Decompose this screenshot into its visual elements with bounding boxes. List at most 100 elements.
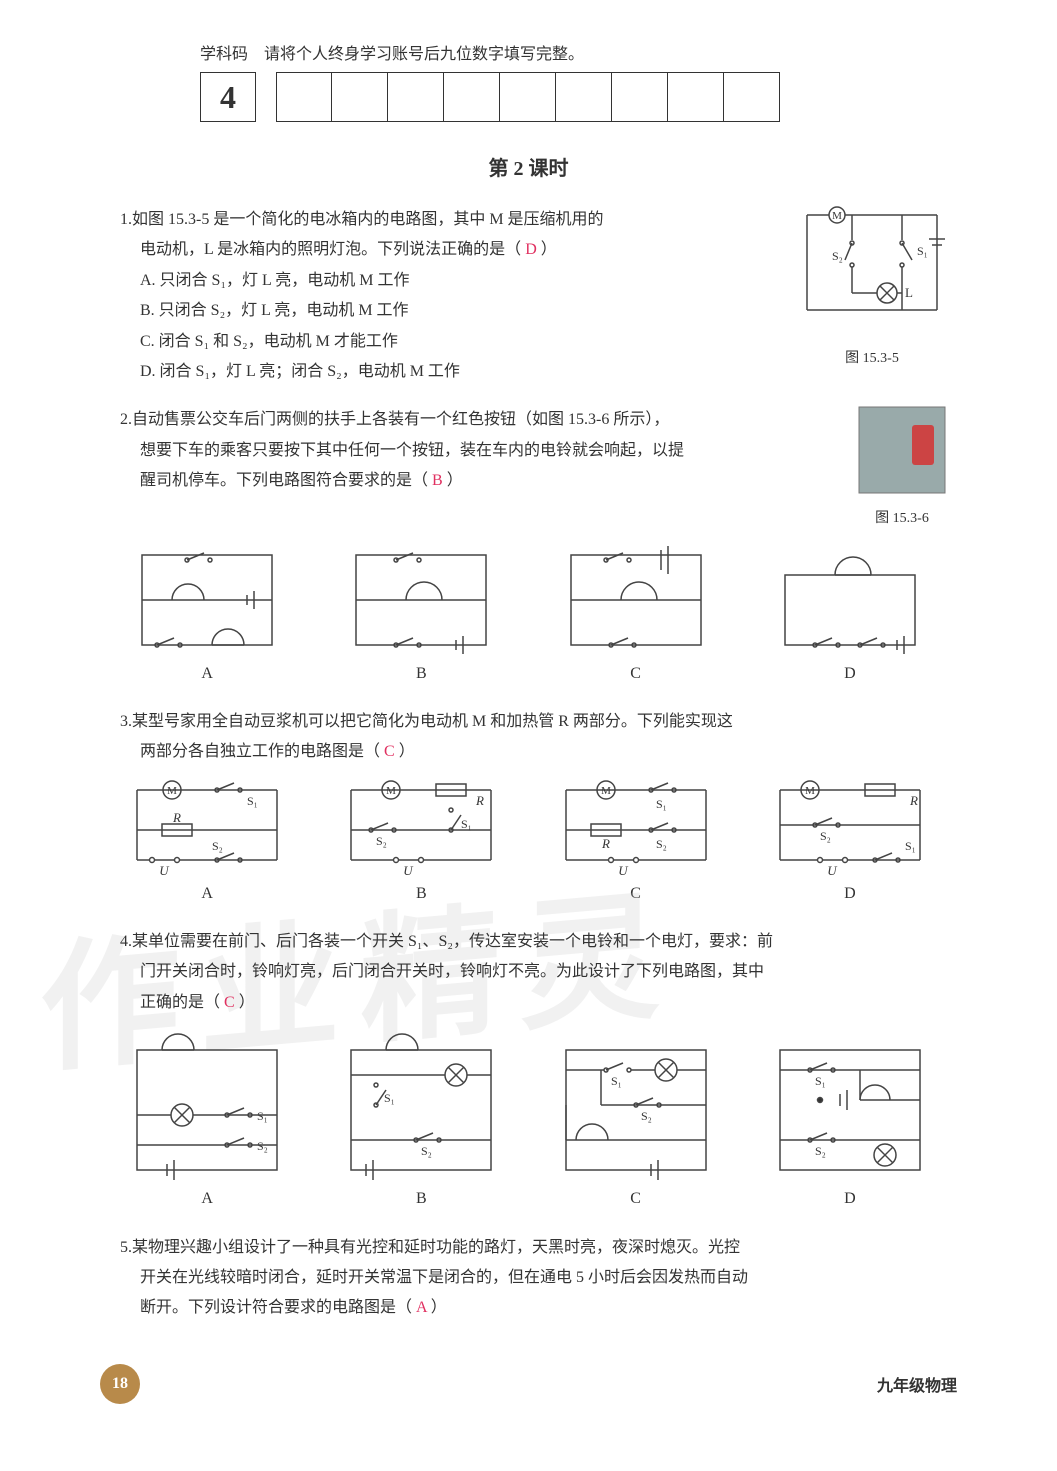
svg-text:M: M: [601, 785, 611, 797]
opt-label: C: [551, 879, 721, 909]
svg-text:R: R: [909, 793, 918, 808]
footer-label: 九年级物理: [877, 1372, 957, 1396]
q4-option-B: S₁ S₂ B: [336, 1030, 506, 1214]
svg-text:S₂: S₂: [641, 1109, 652, 1123]
q3-option-A: M S₁ R S₂ U A: [122, 780, 292, 909]
q2-close: ）: [447, 472, 463, 489]
page-footer: 18 九年级物理: [100, 1364, 957, 1404]
q1-answer: D: [521, 241, 541, 258]
question-1: M S₁ S₂ L 图 15.3-5 1.如图 15.3-5 是一个简化的电冰箱…: [100, 205, 957, 387]
fill-label: 请将个人终身学习账号后九位数字填写完整。: [264, 40, 584, 64]
digit-box-0: 4: [200, 72, 256, 122]
figure-15-3-5: M S₁ S₂ L 图 15.3-5: [787, 205, 957, 372]
svg-text:U: U: [159, 863, 170, 875]
q1-stem-l1: 如图 15.3-5 是一个简化的电冰箱内的电路图，其中 M 是压缩机用的: [132, 211, 604, 228]
q3-option-B: M R S₂ S₁ U B: [336, 780, 506, 909]
svg-text:S₁: S₁: [656, 797, 667, 811]
svg-text:S₁: S₁: [611, 1074, 622, 1088]
code-label: 学科码: [200, 40, 248, 64]
q5-stem-l3: 断开。下列设计符合要求的电路图是（: [140, 1299, 412, 1316]
q4-close: ）: [239, 994, 255, 1011]
q4-option-C: S₁ S₂ C: [551, 1030, 721, 1214]
question-2: 图 15.3-6 2.自动售票公交车后门两侧的扶手上各装有一个红色按钮（如图 1…: [100, 405, 957, 689]
q4-answer: C: [220, 994, 239, 1011]
q5-close: ）: [431, 1299, 447, 1316]
digit-boxes: 4: [200, 72, 957, 122]
q2-stem-l3: 醒司机停车。下列电路图符合要求的是（: [140, 472, 428, 489]
question-3: 3.某型号家用全自动豆浆机可以把它简化为电动机 M 和加热管 R 两部分。下列能…: [100, 707, 957, 909]
digit-box-7: [612, 72, 668, 122]
svg-text:S₂: S₂: [376, 834, 387, 848]
q2-option-D: D: [775, 545, 925, 689]
q3-stem-l2: 两部分各自独立工作的电路图是（: [140, 743, 380, 760]
question-5: 5.某物理兴趣小组设计了一种具有光控和延时功能的路灯，天黑时亮，夜深时熄灭。光控…: [100, 1233, 957, 1324]
opt-label: A: [132, 659, 282, 689]
digit-box-6: [556, 72, 612, 122]
q3-close: ）: [399, 743, 415, 760]
svg-text:R: R: [475, 793, 484, 808]
q1-num: 1.: [120, 211, 132, 228]
q2-option-A: A: [132, 545, 282, 689]
opt-label: A: [122, 879, 292, 909]
svg-text:S₂: S₂: [820, 829, 831, 843]
svg-text:M: M: [386, 785, 396, 797]
q1-close: ）: [541, 241, 557, 258]
digit-box-8: [668, 72, 724, 122]
q4-stem-l2: 门开关闭合时，铃响灯亮，后门闭合开关时，铃响灯不亮。为此设计了下列电路图，其中: [100, 957, 957, 987]
q4-num: 4.: [120, 933, 132, 950]
opt-label: C: [561, 659, 711, 689]
q3-answer: C: [380, 743, 399, 760]
svg-text:S₁: S₁: [917, 244, 928, 258]
opt-label: B: [346, 659, 496, 689]
digit-box-2: [332, 72, 388, 122]
q4-stem-l1: 某单位需要在前门、后门各装一个开关 S₁、S₂，传达室安装一个电铃和一个电灯，要…: [132, 933, 773, 950]
svg-text:M: M: [805, 785, 815, 797]
svg-text:S₁: S₁: [815, 1074, 826, 1088]
svg-text:S₁: S₁: [257, 1109, 268, 1123]
q3-num: 3.: [120, 713, 132, 730]
q5-stem-l1: 某物理兴趣小组设计了一种具有光控和延时功能的路灯，天黑时亮，夜深时熄灭。光控: [132, 1239, 740, 1256]
svg-text:S₁: S₁: [384, 1091, 395, 1105]
figure-ref-label-2: 图 15.3-6: [847, 506, 957, 533]
lesson-title: 第 2 课时: [100, 152, 957, 181]
opt-label: D: [775, 659, 925, 689]
svg-text:R: R: [601, 836, 610, 851]
q5-num: 5.: [120, 1239, 132, 1256]
svg-text:S₂: S₂: [832, 249, 843, 263]
svg-text:U: U: [404, 863, 415, 875]
figure-ref-label: 图 15.3-5: [787, 346, 957, 373]
q2-answer: B: [428, 472, 447, 489]
digit-box-1: [276, 72, 332, 122]
svg-text:L: L: [905, 285, 913, 300]
digit-box-9: [724, 72, 780, 122]
q3-option-C: M S₁ R S₂ U C: [551, 780, 721, 909]
svg-text:S₁: S₁: [905, 839, 916, 853]
svg-text:R: R: [172, 810, 181, 825]
svg-text:U: U: [827, 863, 838, 875]
q2-num: 2.: [120, 411, 132, 428]
q4-option-A: S₁ S₂ A: [122, 1030, 292, 1214]
opt-label: B: [336, 879, 506, 909]
digit-box-5: [500, 72, 556, 122]
svg-text:S₁: S₁: [247, 794, 258, 808]
svg-text:S₂: S₂: [656, 837, 667, 851]
q2-option-C: C: [561, 545, 711, 689]
opt-label: B: [336, 1184, 506, 1214]
q2-option-B: B: [346, 545, 496, 689]
svg-text:S₂: S₂: [212, 839, 223, 853]
header-labels: 学科码 请将个人终身学习账号后九位数字填写完整。: [200, 40, 957, 64]
svg-text:U: U: [618, 863, 629, 875]
svg-text:S₂: S₂: [421, 1144, 432, 1158]
opt-label: A: [122, 1184, 292, 1214]
q2-stem-l2: 想要下车的乘客只要按下其中任何一个按钮，装在车内的电铃就会响起，以提: [100, 436, 957, 466]
page-number-badge: 18: [100, 1364, 140, 1404]
opt-label: C: [551, 1184, 721, 1214]
svg-text:S₂: S₂: [257, 1139, 268, 1153]
opt-label: D: [765, 879, 935, 909]
svg-text:S₂: S₂: [815, 1144, 826, 1158]
digit-box-4: [444, 72, 500, 122]
q3-option-D: M R S₂ S₁ U D: [765, 780, 935, 909]
q5-stem-l2: 开关在光线较暗时闭合，延时开关常温下是闭合的，但在通电 5 小时后会因发热而自动: [100, 1263, 957, 1293]
q2-stem-l1: 自动售票公交车后门两侧的扶手上各装有一个红色按钮（如图 15.3-6 所示），: [132, 411, 669, 428]
digit-box-3: [388, 72, 444, 122]
